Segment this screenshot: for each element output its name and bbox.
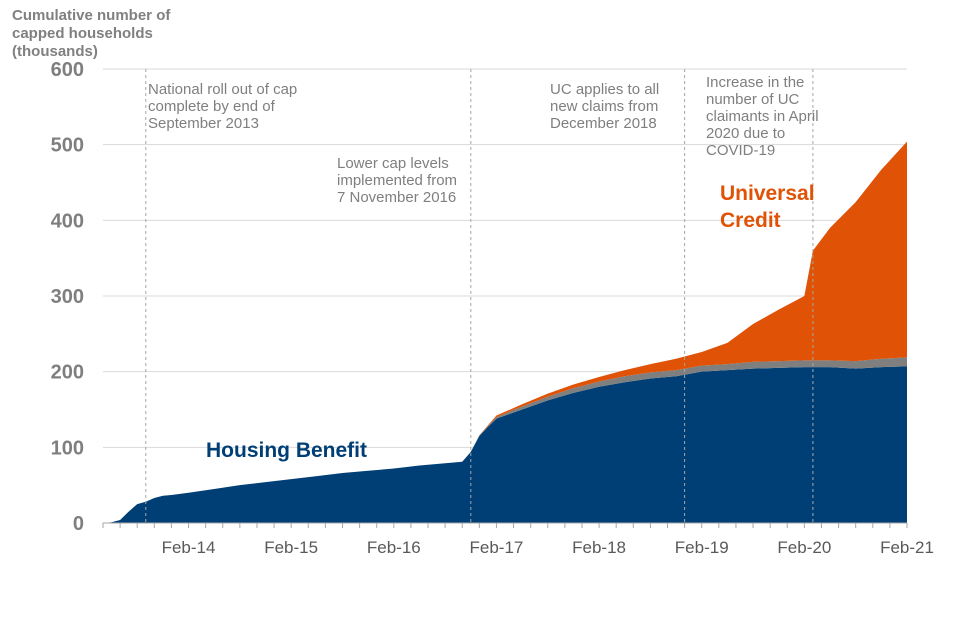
area-housing-benefit bbox=[103, 366, 907, 523]
area-universal-credit bbox=[103, 141, 907, 523]
x-tick-label: Feb-20 bbox=[777, 538, 831, 557]
x-tick-label: Feb-16 bbox=[367, 538, 421, 557]
y-axis-ticks: 0 100 200 300 400 500 600 bbox=[51, 59, 84, 535]
stacked-areas bbox=[103, 141, 907, 523]
annotation-text: UC applies to all bbox=[550, 81, 659, 98]
x-tick-label: Feb-18 bbox=[572, 538, 626, 557]
series-label-housing-benefit: Housing Benefit bbox=[206, 439, 367, 462]
annotation-lines bbox=[145, 69, 814, 523]
annotation-text: 7 November 2016 bbox=[337, 189, 456, 206]
x-axis: Feb-14 Feb-15 Feb-16 Feb-17 Feb-18 Feb-19 Feb-… bbox=[102, 522, 934, 557]
y-axis-label-line-1: Cumulative number of bbox=[12, 7, 171, 24]
annotation-text: implemented from bbox=[337, 172, 457, 189]
x-tick-label: Feb-15 bbox=[264, 538, 318, 557]
y-axis-label-line-3: (thousands) bbox=[12, 43, 98, 60]
x-tick-label: Feb-17 bbox=[470, 538, 524, 557]
x-tick-label: Feb-21 bbox=[880, 538, 934, 557]
x-tick-label: Feb-14 bbox=[162, 538, 216, 557]
y-tick-label: 0 bbox=[73, 513, 84, 535]
series-labels: Housing Benefit Universal Credit bbox=[206, 182, 815, 462]
annotation-text: new claims from bbox=[550, 98, 658, 115]
annotation-text: December 2018 bbox=[550, 115, 657, 132]
annotation-text: complete by end of bbox=[148, 98, 276, 115]
y-tick-label: 600 bbox=[51, 59, 84, 81]
annotation-text: National roll out of cap bbox=[148, 81, 297, 98]
annotation-text: COVID-19 bbox=[706, 142, 775, 159]
annotation-text: number of UC bbox=[706, 91, 800, 108]
series-label-universal-credit: Universal Credit bbox=[720, 182, 815, 232]
annotation-text: September 2013 bbox=[148, 115, 259, 132]
y-axis-label-line-2: capped households bbox=[12, 25, 153, 42]
annotation-text: 2020 due to bbox=[706, 125, 785, 142]
y-tick-label: 300 bbox=[51, 286, 84, 308]
x-tick-label: Feb-19 bbox=[675, 538, 729, 557]
annotation-text: Increase in the bbox=[706, 74, 804, 91]
y-tick-label: 200 bbox=[51, 362, 84, 384]
annotation-text: Lower cap levels bbox=[337, 155, 449, 172]
y-tick-label: 400 bbox=[51, 210, 84, 232]
y-tick-label: 100 bbox=[51, 437, 84, 459]
y-tick-label: 500 bbox=[51, 135, 84, 157]
annotation-text: claimants in April bbox=[706, 108, 819, 125]
